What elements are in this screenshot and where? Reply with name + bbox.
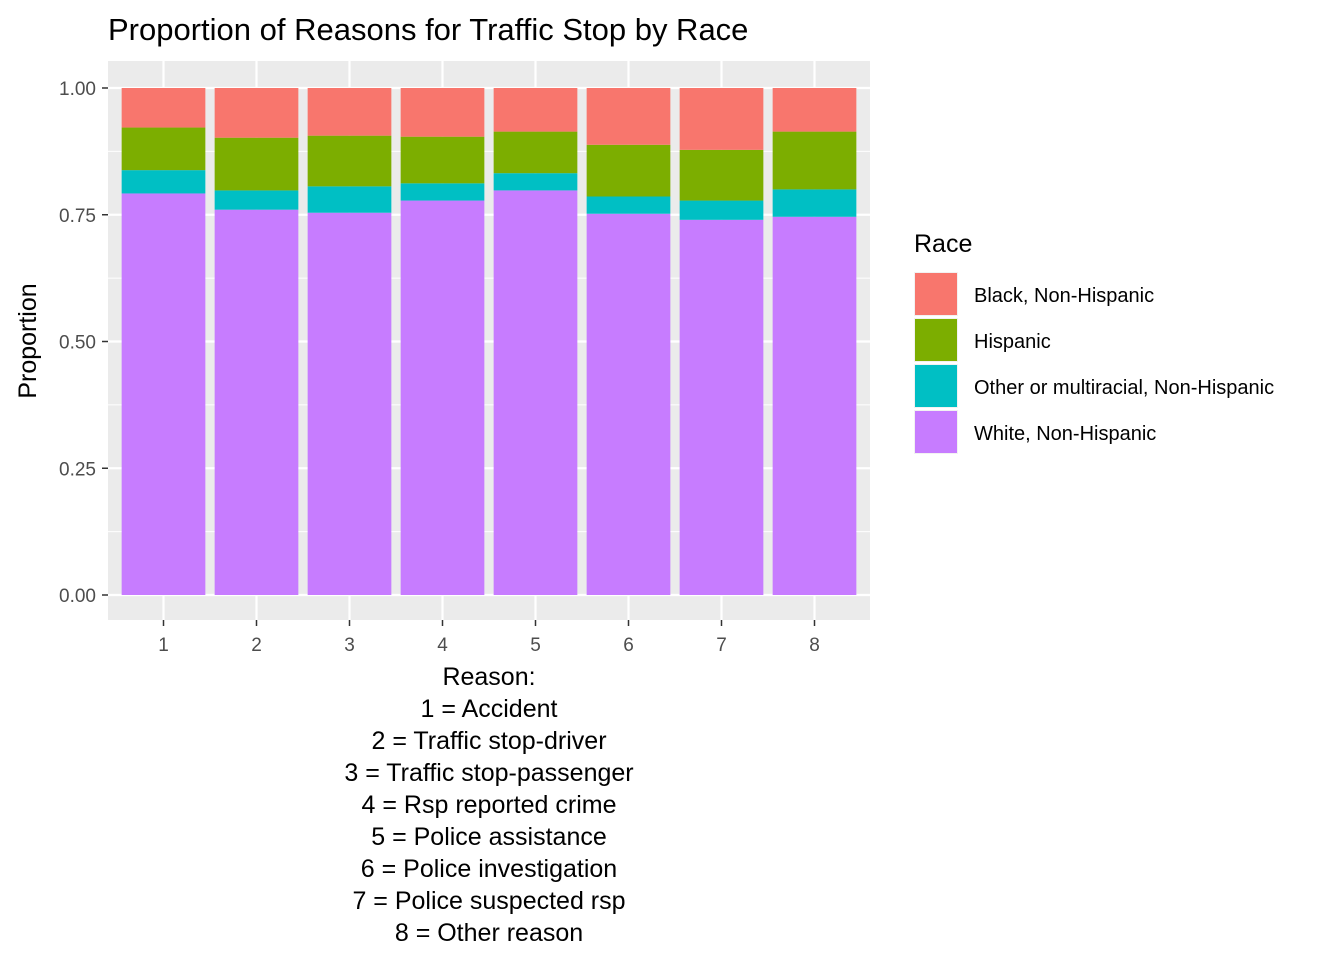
axes: 0.00 0.25 0.50 0.75 1.00 1 2 3 4 5 6 7 8 bbox=[59, 79, 820, 656]
x-tick-label: 4 bbox=[437, 635, 448, 656]
bar-segment bbox=[586, 144, 671, 197]
y-axis-label: Proportion bbox=[14, 283, 42, 398]
bar-segment bbox=[400, 136, 485, 184]
x-axis-label: Reason: 1 = Accident 2 = Traffic stop-driv… bbox=[344, 663, 633, 947]
bar-segment bbox=[493, 131, 578, 174]
y-tick-label: 0.00 bbox=[59, 586, 96, 607]
bar-segment bbox=[400, 88, 485, 137]
bar-segment bbox=[121, 127, 206, 171]
legend: Race Black, Non-Hispanic Hispanic Other or … bbox=[914, 230, 1274, 454]
y-tick-label: 0.50 bbox=[59, 333, 96, 354]
bar-segment bbox=[121, 88, 206, 128]
y-tick-label: 0.75 bbox=[59, 206, 96, 227]
bar-segment bbox=[493, 190, 578, 595]
bar-segment bbox=[214, 88, 299, 138]
bar-segment bbox=[121, 170, 206, 194]
x-axis-label-line: 8 = Other reason bbox=[395, 919, 583, 947]
bar-segment bbox=[772, 88, 857, 132]
bar-segment bbox=[493, 173, 578, 191]
bar-segment bbox=[400, 200, 485, 595]
x-axis-label-line: 6 = Police investigation bbox=[361, 855, 617, 883]
bar-segment bbox=[307, 135, 392, 187]
bar-segment bbox=[214, 209, 299, 595]
legend-label: White, Non-Hispanic bbox=[974, 423, 1156, 445]
bar-segment bbox=[679, 200, 764, 220]
bar-segment bbox=[214, 190, 299, 210]
bar-segment bbox=[586, 213, 671, 595]
legend-label: Other or multiracial, Non-Hispanic bbox=[974, 377, 1274, 399]
legend-swatch bbox=[915, 365, 957, 407]
x-axis-label-line: 2 = Traffic stop-driver bbox=[371, 727, 606, 755]
bar-segment bbox=[679, 219, 764, 595]
bar-segment bbox=[586, 196, 671, 214]
x-tick-label: 1 bbox=[158, 635, 169, 656]
bar-segment bbox=[772, 131, 857, 190]
bar-segment bbox=[307, 212, 392, 596]
legend-swatch bbox=[915, 411, 957, 453]
bar-segment bbox=[586, 88, 671, 145]
bars bbox=[121, 88, 857, 596]
y-tick-label: 1.00 bbox=[59, 79, 96, 100]
x-tick-label: 3 bbox=[344, 635, 355, 656]
legend-title: Race bbox=[914, 230, 972, 258]
chart-title: Proportion of Reasons for Traffic Stop b… bbox=[108, 12, 748, 47]
x-tick-label: 5 bbox=[530, 635, 541, 656]
bar-segment bbox=[493, 88, 578, 132]
x-tick-label: 8 bbox=[809, 635, 820, 656]
legend-label: Black, Non-Hispanic bbox=[974, 285, 1154, 307]
bar-segment bbox=[772, 189, 857, 217]
y-tick-label: 0.25 bbox=[59, 459, 96, 480]
bar-segment bbox=[121, 193, 206, 595]
x-tick-label: 2 bbox=[251, 635, 262, 656]
x-axis-label-line: 4 = Rsp reported crime bbox=[362, 791, 617, 819]
x-axis-label-line: 7 = Police suspected rsp bbox=[352, 887, 625, 915]
x-axis-label-line: 5 = Police assistance bbox=[371, 823, 607, 851]
bar-segment bbox=[307, 88, 392, 136]
bar-segment bbox=[307, 186, 392, 213]
legend-swatch bbox=[915, 319, 957, 361]
bar-segment bbox=[400, 183, 485, 201]
legend-swatch bbox=[915, 273, 957, 315]
x-axis-label-line: 3 = Traffic stop-passenger bbox=[344, 759, 633, 787]
legend-label: Hispanic bbox=[974, 331, 1051, 353]
x-axis-label-line: 1 = Accident bbox=[421, 695, 558, 723]
bar-segment bbox=[772, 216, 857, 595]
bar-segment bbox=[679, 88, 764, 150]
x-tick-label: 7 bbox=[716, 635, 727, 656]
bar-segment bbox=[679, 149, 764, 201]
bar-segment bbox=[214, 137, 299, 191]
x-tick-label: 6 bbox=[623, 635, 634, 656]
x-axis-label-line: Reason: bbox=[442, 663, 535, 691]
